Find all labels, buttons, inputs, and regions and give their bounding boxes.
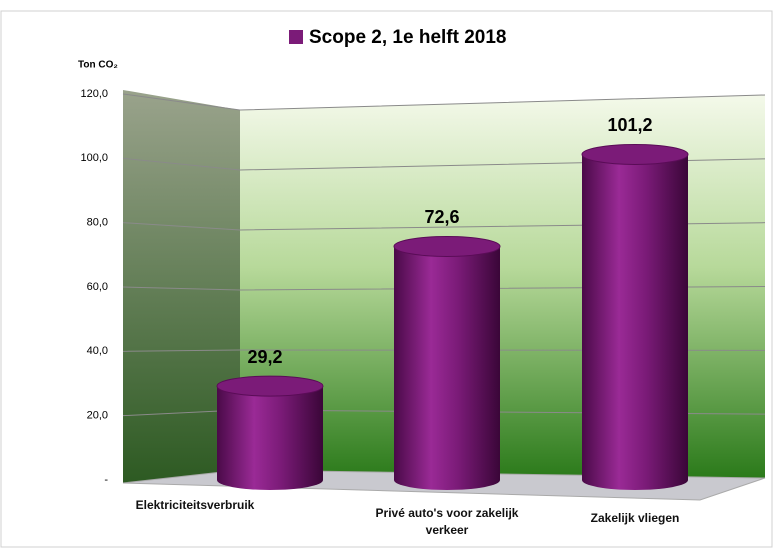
chart-border	[0, 10, 773, 548]
y-tick-label: -	[104, 474, 108, 486]
x-tick-label: Elektriciteitsverbruik	[135, 498, 255, 512]
bar	[582, 154, 688, 490]
legend-swatch	[289, 30, 303, 44]
bar	[217, 386, 323, 490]
y-tick-label: 80,0	[87, 217, 108, 229]
data-label: 29,2	[247, 347, 282, 367]
y-tick-label: 60,0	[87, 281, 108, 293]
bar	[394, 246, 500, 490]
bar-top	[581, 143, 689, 165]
bar-top	[216, 375, 324, 397]
grid-line	[122, 93, 766, 111]
legend: Scope 2, 1e helft 2018	[289, 27, 507, 48]
y-tick-label: 120,0	[80, 88, 108, 100]
bar-top	[393, 235, 501, 257]
x-tick-label: Privé auto's voor zakelijk verkeer	[375, 506, 519, 537]
x-tick-label: Zakelijk vliegen	[590, 511, 680, 525]
y-axis-title: Ton CO₂	[78, 60, 118, 71]
y-tick-label: 20,0	[87, 410, 108, 422]
data-label: 101,2	[607, 115, 652, 135]
side-wall	[123, 90, 240, 483]
data-label: 72,6	[424, 207, 459, 227]
legend-label: Scope 2, 1e helft 2018	[309, 27, 507, 48]
y-tick-label: 40,0	[87, 345, 108, 357]
y-tick-label: 100,0	[80, 152, 108, 164]
